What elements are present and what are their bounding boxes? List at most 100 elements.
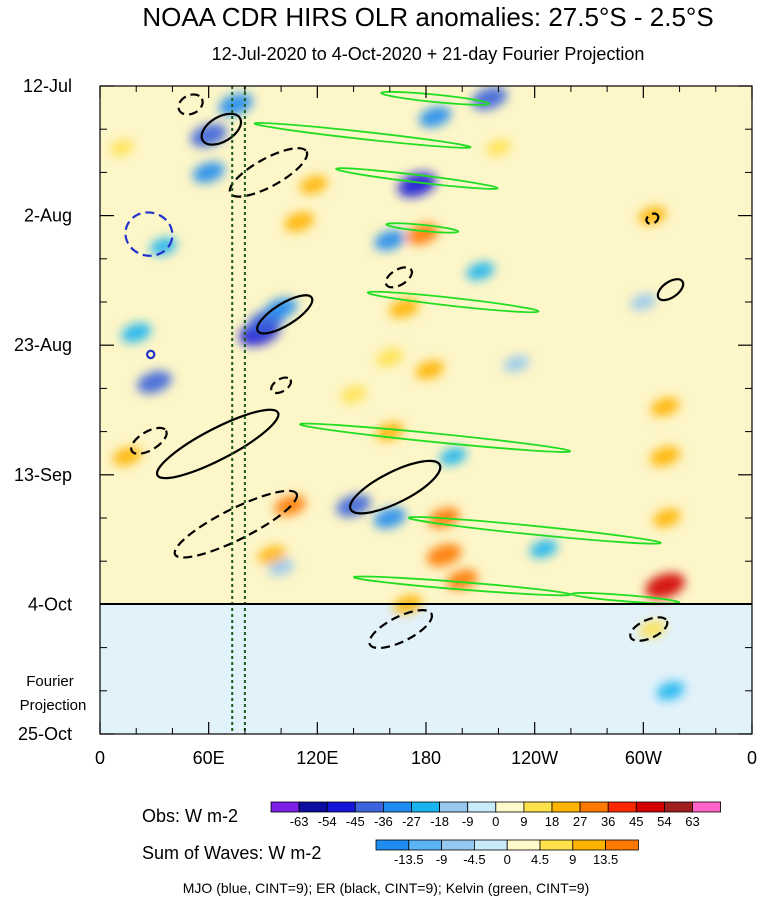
er-contour: [270, 376, 293, 395]
kelvin-contour: [353, 575, 572, 597]
er-contour: [173, 489, 299, 559]
er-contour: [155, 408, 280, 480]
anomaly-blob: [650, 397, 680, 417]
colorbar-box: [664, 801, 693, 813]
chart-subtitle: 12-Jul-2020 to 4-Oct-2020 + 21-day Fouri…: [212, 44, 645, 64]
er-contour: [256, 294, 314, 335]
anomaly-blob: [284, 211, 315, 232]
colorbar-box: [298, 801, 328, 813]
er-contour: [130, 426, 168, 455]
colorbar-tick-label: 4.5: [531, 852, 549, 867]
anomaly-blob: [656, 681, 685, 700]
anomaly-blob: [336, 494, 371, 517]
colorbar-tick-label: -45: [346, 814, 365, 829]
colorbar-tick-label: -54: [318, 814, 337, 829]
anomaly-blob: [439, 447, 467, 466]
x-tick-label: 120E: [296, 748, 338, 768]
anomaly-blob: [265, 297, 298, 319]
wave-contours: [124, 90, 685, 650]
x-tick-label: 60W: [625, 748, 662, 768]
anomaly-blob: [418, 106, 452, 128]
colorbar-box: [551, 801, 581, 813]
kelvin-contour: [298, 422, 572, 453]
colorbar-tick-label: -9: [462, 814, 474, 829]
anomaly-blob: [486, 139, 511, 156]
anomaly-blob: [373, 507, 406, 529]
colorbar-box: [506, 839, 541, 851]
er-contour: [228, 147, 309, 198]
anomaly-blob: [374, 230, 406, 251]
er-contour: [349, 459, 442, 515]
er-contour: [384, 266, 413, 289]
colorbar-tick-label: -36: [374, 814, 393, 829]
er-contour: [200, 112, 243, 146]
er-contour: [629, 616, 669, 642]
colorbar-box: [495, 801, 525, 813]
colorbar-box: [579, 801, 609, 813]
waves-colorbar: -13.5 -9 -4.5 0 4.5 9 13.5: [375, 839, 639, 867]
anomaly-blob: [340, 386, 367, 404]
y-tick-label: 2-Aug: [24, 206, 72, 226]
anomaly-blob: [389, 298, 420, 318]
colorbar-box: [439, 801, 469, 813]
anomaly-blob: [503, 355, 530, 373]
er-contour: [177, 93, 204, 116]
colorbar-box: [607, 801, 637, 813]
colorbar-tick-label: 63: [685, 814, 699, 829]
anomaly-blob: [190, 123, 227, 148]
x-tick-label: 0: [95, 748, 105, 768]
anomaly-blob: [299, 175, 328, 194]
y-tick-label: 13-Sep: [14, 465, 72, 485]
colorbar-tick-label: 18: [545, 814, 559, 829]
colorbar-tick-label: -63: [290, 814, 309, 829]
colorbar-tick-label: -13.5: [394, 852, 424, 867]
y-tick-label: 23-Aug: [14, 335, 72, 355]
obs-colorbar-label: Obs: W m-2: [142, 806, 238, 826]
colorbar-box: [473, 839, 508, 851]
kelvin-contour: [407, 516, 662, 545]
wave-legend-note: MJO (blue, CINT=9); ER (black, CINT=9); …: [183, 880, 590, 896]
colorbar-tick-label: 0: [504, 852, 511, 867]
anomaly-blob: [529, 539, 558, 559]
waves-colorbar-label: Sum of Waves: W m-2: [142, 843, 321, 863]
colorbar-tick-label: 0: [492, 814, 499, 829]
anomaly-blob: [406, 223, 439, 245]
kelvin-contour: [366, 290, 540, 314]
anomaly-blob: [121, 323, 152, 343]
kelvin-contour: [385, 222, 460, 234]
reference-lines: [231, 86, 246, 734]
colorbar-tick-label: 9: [520, 814, 527, 829]
projection-label-line2: Projection: [20, 697, 87, 714]
plot-area: [100, 86, 752, 734]
anomaly-blob: [112, 446, 142, 466]
anomaly-blob: [192, 161, 225, 183]
colorbar-tick-label: -9: [436, 852, 448, 867]
obs-colorbar: -63 -54 -45 -36 -27 -18 -9 0 9 18 27 36 45 54 63: [270, 801, 722, 829]
colorbar-box: [572, 839, 606, 851]
anomaly-blob: [645, 573, 685, 599]
anomaly-blob: [630, 293, 657, 311]
x-tick-label: 180: [411, 748, 441, 768]
colorbar-tick-label: 9: [569, 852, 576, 867]
colorbar-box: [523, 801, 553, 813]
kelvin-contour: [335, 167, 499, 190]
chart-title: NOAA CDR HIRS OLR anomalies: 27.5°S - 2.…: [142, 2, 713, 32]
colorbar-box: [411, 801, 441, 813]
colorbar-tick-label: -4.5: [463, 852, 485, 867]
anomaly-blob: [376, 348, 404, 367]
anomaly-blob: [426, 543, 462, 567]
er-contour: [656, 278, 685, 302]
y-tick-label: 4-Oct: [28, 594, 72, 614]
x-tick-label: 60E: [193, 748, 225, 768]
mjo-contour: [124, 211, 174, 257]
colorbar-box: [467, 801, 497, 813]
colorbar-box: [408, 839, 442, 851]
x-tick-label: 0: [747, 748, 757, 768]
colorbar-box: [270, 801, 300, 813]
colorbar-tick-label: 45: [629, 814, 643, 829]
axes: 0 60E 120E 180 120W 60W 0 12-Jul 2-Aug 23-Aug 13-S…: [14, 76, 757, 768]
anomaly-blob: [109, 139, 134, 156]
anomaly-blob: [415, 360, 444, 380]
colorbar-box: [692, 801, 722, 813]
colorbar-box: [605, 839, 639, 851]
